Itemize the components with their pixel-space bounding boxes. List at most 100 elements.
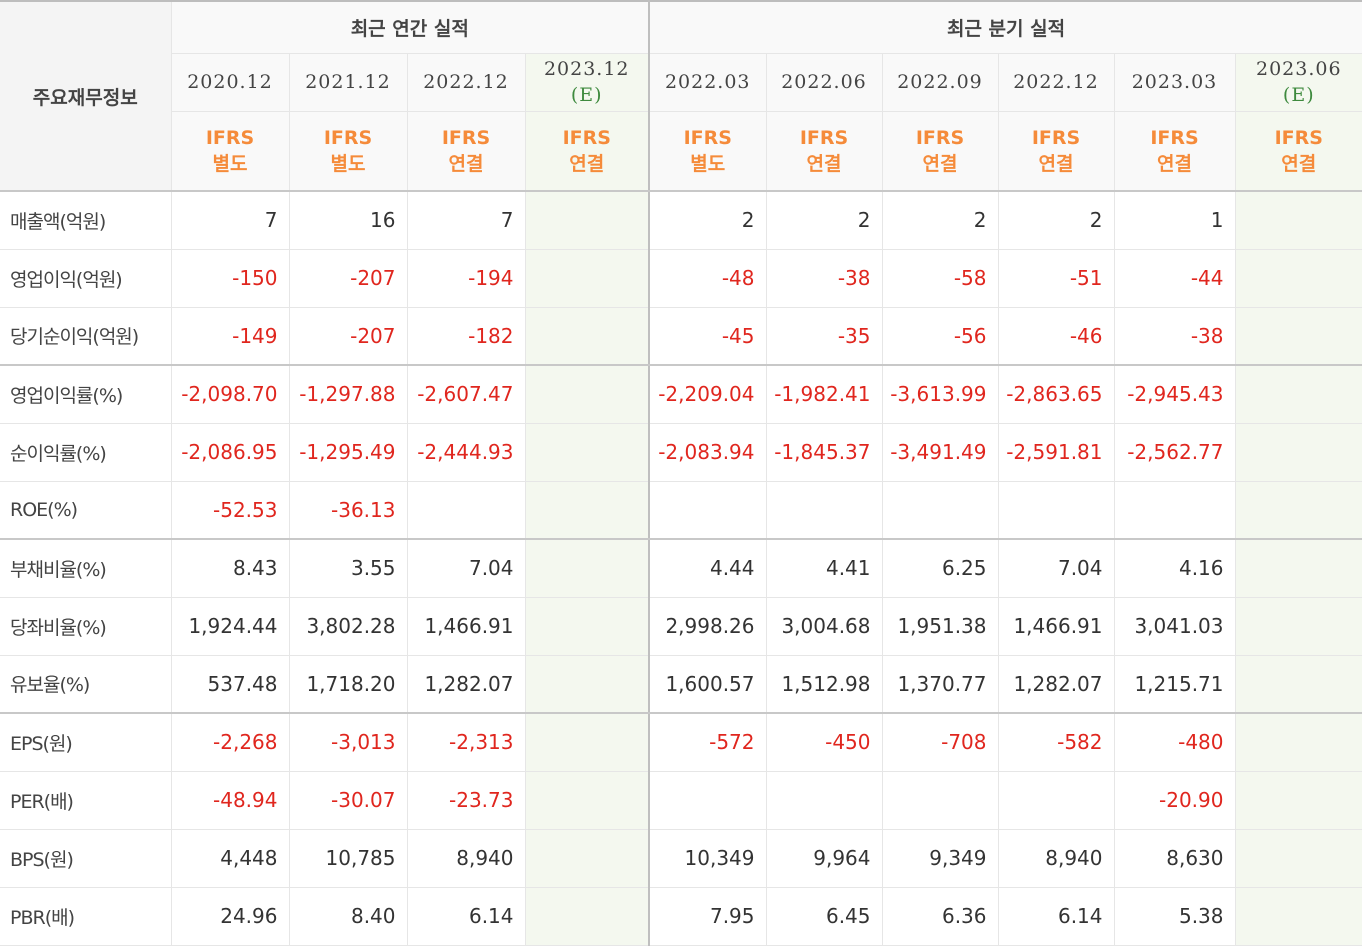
row-label: 유보율(%): [0, 655, 172, 714]
row-label: 당좌비율(%): [0, 597, 172, 656]
accounting-standard: IFRS 별도: [649, 111, 767, 192]
annual-value-cell: 7: [171, 191, 290, 250]
quarterly-value-cell: 1,282.07: [998, 655, 1115, 714]
accounting-standard: IFRS 연결: [882, 111, 999, 192]
accounting-standard: IFRS 연결: [766, 111, 883, 192]
annual-value-cell: [525, 829, 650, 888]
quarterly-value-cell: [1235, 365, 1362, 424]
table-row: 유보율(%) 537.48 1,718.20 1,282.07 1,600.57 1,51…: [0, 655, 1362, 714]
quarterly-value-cell: 3,004.68: [766, 597, 883, 656]
standard-name: IFRS: [1150, 126, 1199, 149]
quarterly-value-cell: 6.25: [882, 539, 999, 598]
table-row: 당좌비율(%) 1,924.44 3,802.28 1,466.91 2,998.26 3…: [0, 597, 1362, 656]
quarterly-period-header: 2023.03: [1114, 53, 1236, 112]
table-row: PBR(배) 24.96 8.40 6.14 7.95 6.45 6.36 6.14 5.38: [0, 887, 1362, 946]
quarterly-value-cell: -1,982.41: [766, 365, 883, 424]
annual-value-cell: [525, 423, 650, 482]
quarterly-value-cell: 1,600.57: [649, 655, 767, 714]
quarterly-value-cell: 1,370.77: [882, 655, 999, 714]
consolidation-type: 연결: [922, 152, 958, 175]
quarterly-value-cell: 4.16: [1114, 539, 1236, 598]
annual-group-header: 최근 연간 실적: [171, 0, 650, 54]
quarterly-group-header: 최근 분기 실적: [649, 0, 1362, 54]
annual-value-cell: 8,940: [407, 829, 526, 888]
quarterly-value-cell: -58: [882, 249, 999, 308]
quarterly-value-cell: -20.90: [1114, 771, 1236, 830]
quarterly-value-cell: 6.14: [998, 887, 1115, 946]
quarterly-value-cell: -3,613.99: [882, 365, 999, 424]
estimate-mark: (E): [570, 84, 603, 106]
period-label: 2020.12: [187, 71, 273, 93]
quarterly-value-cell: -2,945.43: [1114, 365, 1236, 424]
row-label: 부채비율(%): [0, 539, 172, 598]
quarterly-value-cell: 7.95: [649, 887, 767, 946]
period-label: 2021.12: [305, 71, 391, 93]
quarterly-value-cell: [1235, 829, 1362, 888]
quarterly-value-cell: [1235, 713, 1362, 772]
quarterly-value-cell: -48: [649, 249, 767, 308]
quarterly-value-cell: 2: [882, 191, 999, 250]
annual-value-cell: 537.48: [171, 655, 290, 714]
annual-value-cell: [525, 481, 650, 540]
standard-name: IFRS: [799, 126, 849, 149]
annual-value-cell: -150: [171, 249, 290, 308]
annual-value-cell: [525, 713, 650, 772]
annual-value-cell: [407, 481, 526, 540]
annual-value-cell: -207: [289, 249, 408, 308]
table-row: 순이익률(%) -2,086.95 -1,295.49 -2,444.93 -2,083…: [0, 423, 1362, 482]
annual-period-header: 2023.12 (E): [525, 53, 650, 112]
table-row: 영업이익(억원) -150 -207 -194 -48 -38 -58 -51 -44: [0, 249, 1362, 308]
annual-value-cell: -23.73: [407, 771, 526, 830]
annual-value-cell: -2,098.70: [171, 365, 290, 424]
quarterly-value-cell: [1235, 249, 1362, 308]
consolidation-type: 별도: [330, 152, 366, 175]
annual-value-cell: -30.07: [289, 771, 408, 830]
quarterly-value-cell: 4.44: [649, 539, 767, 598]
annual-value-cell: [525, 539, 650, 598]
annual-value-cell: -36.13: [289, 481, 408, 540]
quarterly-value-cell: 1,951.38: [882, 597, 999, 656]
annual-value-cell: [525, 655, 650, 714]
row-label: PER(배): [0, 771, 172, 830]
quarterly-value-cell: 2: [998, 191, 1115, 250]
quarterly-value-cell: [998, 771, 1115, 830]
annual-period-header: 2022.12: [407, 53, 526, 112]
quarterly-value-cell: -45: [649, 307, 767, 366]
quarterly-value-cell: -2,083.94: [649, 423, 767, 482]
period-label: 2023.12: [543, 58, 630, 80]
quarterly-value-cell: -480: [1114, 713, 1236, 772]
quarterly-value-cell: [1235, 597, 1362, 656]
annual-value-cell: 16: [289, 191, 408, 250]
quarterly-value-cell: [766, 481, 883, 540]
annual-value-cell: -2,086.95: [171, 423, 290, 482]
table-row: 부채비율(%) 8.43 3.55 7.04 4.44 4.41 6.25 7.04 4.16: [0, 539, 1362, 598]
quarterly-value-cell: 2: [766, 191, 883, 250]
annual-value-cell: 4,448: [171, 829, 290, 888]
quarterly-value-cell: -46: [998, 307, 1115, 366]
annual-value-cell: -2,268: [171, 713, 290, 772]
annual-value-cell: -2,607.47: [407, 365, 526, 424]
quarterly-value-cell: 5.38: [1114, 887, 1236, 946]
annual-value-cell: -182: [407, 307, 526, 366]
quarterly-period-header: 2022.09: [882, 53, 999, 112]
annual-value-cell: -2,313: [407, 713, 526, 772]
quarterly-value-cell: -572: [649, 713, 767, 772]
quarterly-value-cell: 2: [649, 191, 767, 250]
annual-value-cell: [525, 191, 650, 250]
annual-value-cell: 1,466.91: [407, 597, 526, 656]
row-label: 매출액(억원): [0, 191, 172, 250]
quarterly-value-cell: [1235, 655, 1362, 714]
consolidation-type: 연결: [1281, 152, 1317, 175]
quarterly-value-cell: 7.04: [998, 539, 1115, 598]
row-label: PBR(배): [0, 887, 172, 946]
quarterly-value-cell: 3,041.03: [1114, 597, 1236, 656]
annual-value-cell: -3,013: [289, 713, 408, 772]
quarterly-value-cell: [1235, 307, 1362, 366]
quarterly-value-cell: [1235, 481, 1362, 540]
quarterly-value-cell: 2,998.26: [649, 597, 767, 656]
standard-name: IFRS: [562, 126, 611, 149]
quarterly-period-header: 2023.06 (E): [1235, 53, 1362, 112]
annual-value-cell: 3,802.28: [289, 597, 408, 656]
period-label: 2023.03: [1131, 71, 1218, 93]
